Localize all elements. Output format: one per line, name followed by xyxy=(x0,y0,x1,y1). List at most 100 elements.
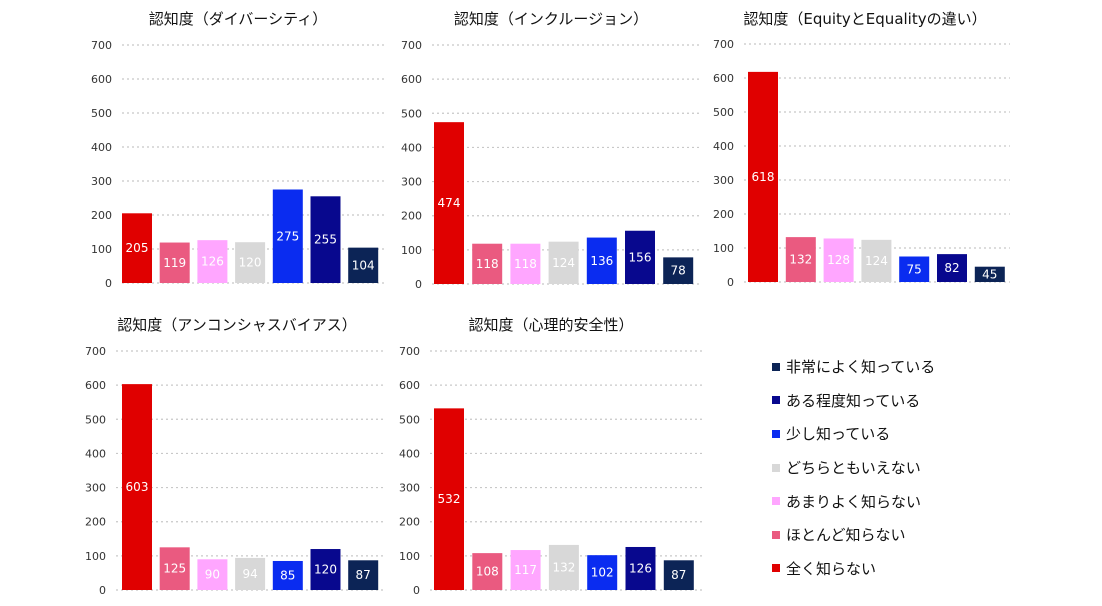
legend-item: 少し知っている xyxy=(772,417,1092,451)
bar-value-label: 132 xyxy=(552,560,575,574)
bar-value-label: 90 xyxy=(205,568,220,582)
bar xyxy=(663,257,694,284)
bar xyxy=(310,549,341,590)
bar-value-label: 85 xyxy=(280,568,295,582)
y-tick-label: 600 xyxy=(713,72,734,85)
bar-value-label: 132 xyxy=(789,253,812,267)
bar xyxy=(861,239,892,282)
chart-plot: 0 100 200 300 400 500 600 700 205 119 126 120 275 255… xyxy=(91,39,384,290)
bar-value-label: 126 xyxy=(629,561,652,575)
bar xyxy=(348,247,379,283)
y-tick-label: 500 xyxy=(399,413,420,426)
chart-panel-equity-equality: 認知度（EquityとEqualityの違い） 0 100 200 300 400 500… xyxy=(710,8,1020,298)
bar xyxy=(197,559,228,590)
bar xyxy=(548,544,579,590)
bar xyxy=(548,241,579,284)
bar xyxy=(785,237,816,282)
legend-swatch xyxy=(772,362,780,371)
legend-swatch xyxy=(772,396,780,405)
chart-title: 認知度（EquityとEqualityの違い） xyxy=(743,10,987,28)
bar-value-label: 118 xyxy=(476,257,499,271)
bar xyxy=(587,555,618,590)
bar xyxy=(272,189,303,283)
bar-value-label: 128 xyxy=(827,253,850,267)
legend-label: 少し知っている xyxy=(786,425,891,444)
chart-plot: 0 100 200 300 400 500 600 700 474 118 118 124 136 156… xyxy=(401,39,702,291)
legend-label: 非常によく知っている xyxy=(786,358,936,377)
bar-value-label: 124 xyxy=(865,254,888,268)
bar-value-label: 126 xyxy=(201,255,224,269)
y-tick-label: 700 xyxy=(399,345,420,358)
bar xyxy=(272,560,303,590)
bar-value-label: 120 xyxy=(239,256,262,270)
bar xyxy=(159,547,190,590)
bar-value-label: 108 xyxy=(476,565,499,579)
bar-value-label: 119 xyxy=(163,256,186,270)
chart-panel-inclusion: 認知度（インクルージョン） 0 100 200 300 400 500 600 700 474 1… xyxy=(396,8,706,300)
bar xyxy=(586,237,617,284)
bar xyxy=(197,240,228,283)
bar-value-label: 87 xyxy=(356,568,371,582)
chart-plot: 0 100 200 300 400 500 600 700 603 125 90 94 85 120 87 xyxy=(85,345,384,597)
y-tick-label: 600 xyxy=(85,379,106,392)
bar xyxy=(472,243,503,284)
legend-item: ほとんど知らない xyxy=(772,518,1092,552)
y-tick-label: 200 xyxy=(399,516,420,529)
bar-value-label: 82 xyxy=(944,261,959,275)
legend-label: あまりよく知らない xyxy=(786,492,922,511)
y-tick-label: 700 xyxy=(91,39,112,52)
y-tick-label: 0 xyxy=(105,277,112,290)
legend-swatch xyxy=(772,463,780,472)
y-tick-label: 600 xyxy=(399,379,420,392)
y-tick-label: 400 xyxy=(401,141,422,154)
legend-item: あまりよく知らない xyxy=(772,484,1092,518)
legend-label: ある程度知っている xyxy=(786,391,921,410)
y-tick-label: 500 xyxy=(85,413,106,426)
bar xyxy=(235,557,266,590)
bar-value-label: 45 xyxy=(982,267,997,281)
bar-value-label: 94 xyxy=(242,567,257,581)
bar-value-label: 87 xyxy=(671,568,686,582)
legend-swatch xyxy=(772,429,780,438)
y-tick-label: 300 xyxy=(401,176,422,189)
chart-panel-unconscious-bias: 認知度（アンコンシャスバイアス） 0 100 200 300 400 500 600 700 6… xyxy=(84,314,390,600)
bar-value-label: 102 xyxy=(591,566,614,580)
bar xyxy=(823,238,854,282)
y-tick-label: 500 xyxy=(401,107,422,120)
y-tick-label: 0 xyxy=(727,276,734,289)
bar-value-label: 275 xyxy=(276,229,299,243)
y-tick-label: 100 xyxy=(713,242,734,255)
y-tick-label: 400 xyxy=(85,447,106,460)
bar-value-label: 78 xyxy=(671,264,686,278)
legend-swatch xyxy=(772,564,780,573)
y-tick-label: 300 xyxy=(91,175,112,188)
bar xyxy=(510,550,541,590)
y-tick-label: 200 xyxy=(713,208,734,221)
bar xyxy=(472,553,503,590)
bar xyxy=(510,243,541,284)
bar-value-label: 156 xyxy=(629,250,652,264)
y-tick-label: 700 xyxy=(85,345,106,358)
chart-title: 認知度（ダイバーシティ） xyxy=(148,10,328,28)
bar xyxy=(434,122,464,284)
bar xyxy=(974,266,1005,282)
y-tick-label: 700 xyxy=(713,38,734,51)
bar xyxy=(310,196,341,283)
bar-value-label: 136 xyxy=(590,254,613,268)
bar-value-label: 125 xyxy=(163,562,186,576)
y-tick-label: 200 xyxy=(401,210,422,223)
y-tick-label: 500 xyxy=(91,107,112,120)
bar-value-label: 124 xyxy=(552,256,575,270)
y-tick-label: 100 xyxy=(91,243,112,256)
y-tick-label: 300 xyxy=(713,174,734,187)
y-tick-label: 600 xyxy=(91,73,112,86)
bar xyxy=(663,560,694,590)
y-tick-label: 500 xyxy=(713,106,734,119)
legend: 非常によく知っている ある程度知っている 少し知っているどちらともいえない あまりよく… xyxy=(772,350,1092,585)
legend-label: どちらともいえない xyxy=(786,459,921,478)
legend-swatch xyxy=(772,530,780,539)
bar xyxy=(625,230,655,284)
bar xyxy=(748,71,778,282)
y-tick-label: 0 xyxy=(415,278,422,291)
bar xyxy=(159,242,190,283)
